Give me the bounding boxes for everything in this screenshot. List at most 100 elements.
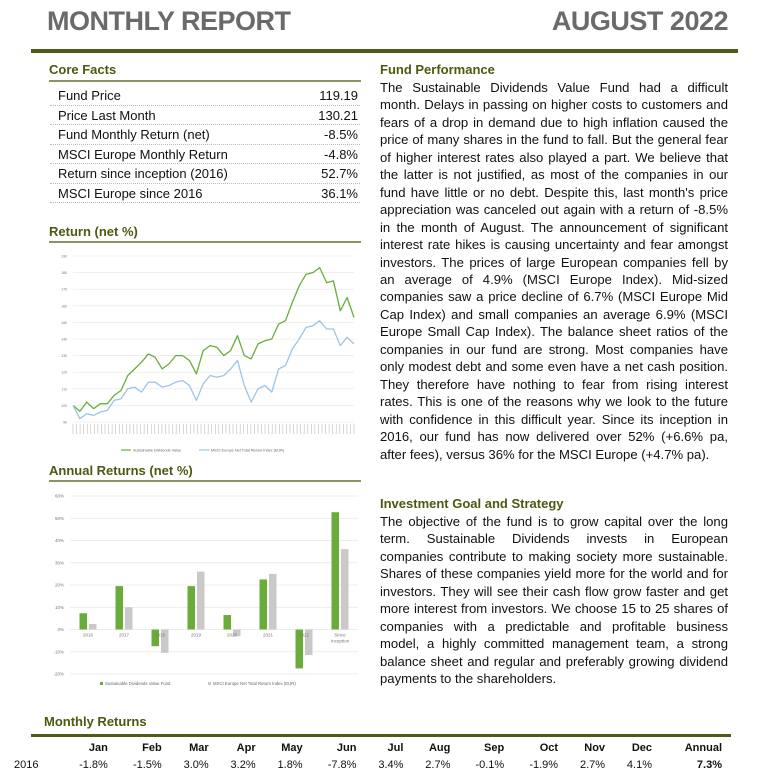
series-line [72, 266, 355, 412]
core-fact-label: Return since inception (2016) [58, 166, 228, 181]
return-heading: Return (net %) [49, 224, 138, 239]
bar [89, 623, 97, 630]
y-tick-label: 130 [61, 354, 67, 358]
column-header: Feb [142, 742, 162, 754]
column-header: Mar [189, 742, 209, 754]
bar [305, 629, 313, 656]
bar [331, 512, 339, 630]
report-period: AUGUST 2022 [551, 6, 729, 36]
core-fact-label: MSCI Europe Monthly Return [58, 146, 228, 162]
core-fact-label: MSCI Europe since 2016 [58, 185, 203, 201]
return-line-chart: 90 100 110 120 130 140 150 160 170 180 190 Sustaina… [61, 255, 355, 453]
bar [233, 629, 241, 637]
core-fact-value: -8.5% [324, 127, 358, 142]
bar [151, 629, 159, 647]
legend-swatch [100, 682, 103, 685]
y-tick-label: 150 [61, 321, 67, 325]
y-tick-label: 40% [55, 538, 64, 543]
x-tick-label: 2022 [299, 633, 310, 638]
bar [115, 586, 123, 630]
bar [223, 615, 231, 630]
core-fact-row: Return since inception (2016) 52.7% [50, 164, 360, 184]
core-fact-value: 52.7% [321, 166, 358, 181]
y-tick-label: 180 [61, 271, 67, 275]
column-header: Sep [484, 742, 505, 754]
x-tick-label: 2020 [227, 633, 238, 638]
y-tick-label: 140 [61, 338, 67, 342]
bar [161, 629, 169, 653]
core-facts-rule [49, 80, 361, 82]
table-cell: 3.2% [230, 759, 256, 771]
investment-goal-text: The objective of the fund is to grow cap… [380, 514, 728, 687]
bar [341, 549, 349, 630]
core-fact-value: 36.1% [321, 185, 358, 201]
monthly-returns-heading: Monthly Returns [44, 714, 147, 729]
table-cell: -1.9% [529, 759, 559, 771]
core-fact-row: Fund Price 119.19 [50, 86, 360, 106]
x-tick-label: Since [334, 633, 346, 638]
bar [125, 607, 133, 630]
core-facts-table: Fund Price 119.19 Price Last Month 130.21 Fu… [50, 86, 360, 203]
core-fact-value: 130.21 [318, 107, 358, 123]
column-header: Oct [539, 742, 559, 754]
core-fact-row: MSCI Europe Monthly Return -4.8% [50, 145, 360, 164]
y-tick-label: 100 [61, 404, 67, 408]
legend-swatch [208, 682, 211, 685]
legend-label: Sustainable Dividends Value [133, 449, 181, 453]
x-tick-label: 2021 [263, 633, 274, 638]
x-tick-label: 2018 [155, 633, 166, 638]
report-title: MONTHLY REPORT [47, 6, 291, 36]
y-tick-label: 120 [61, 371, 67, 375]
column-header: Jan [88, 742, 108, 754]
monthly-returns-rule [31, 734, 731, 737]
core-fact-value: -4.8% [324, 146, 358, 162]
series-line [72, 320, 355, 420]
legend-label: MSCI Europe Net Total Return Index (EUR) [213, 681, 296, 686]
core-fact-label: Fund Monthly Return (net) [58, 127, 210, 142]
core-fact-row: Price Last Month 130.21 [50, 106, 360, 125]
table-cell: 7.3% [696, 759, 722, 771]
table-cell: 2.7% [425, 759, 451, 771]
y-tick-label: 0% [57, 627, 64, 632]
core-fact-row: MSCI Europe since 2016 36.1% [50, 184, 360, 203]
column-header: Jul [387, 742, 404, 754]
table-cell: 2.7% [579, 759, 606, 771]
table-cell: 3.4% [378, 759, 404, 771]
core-fact-label: Fund Price [58, 88, 121, 103]
y-tick-label: 20% [55, 583, 64, 588]
annual-rule [49, 480, 361, 482]
y-tick-label: 110 [61, 387, 67, 391]
column-header: Annual [684, 742, 722, 754]
investment-goal-heading: Investment Goal and Strategy [380, 496, 564, 511]
column-header: Jun [336, 742, 357, 754]
bar [79, 613, 87, 630]
column-header: Apr [236, 742, 256, 754]
y-tick-label: 50% [55, 516, 64, 521]
column-header [14, 742, 54, 754]
header-rule [31, 49, 738, 53]
column-header: Nov [584, 742, 606, 754]
core-facts-heading: Core Facts [49, 62, 117, 77]
core-fact-value: 119.19 [319, 88, 358, 103]
y-tick-label: -10% [53, 649, 64, 654]
table-header-row: Jan Feb Mar Apr May Jun Jul Aug Sep Oct Nov Dec Annu… [14, 742, 722, 754]
table-row: 2016 -1.8% -1.5% 3.0% 3.2% 1.8% -7.8% 3.4% 2.7% -… [14, 754, 722, 771]
column-header: May [281, 742, 303, 754]
monthly-returns-table: Jan Feb Mar Apr May Jun Jul Aug Sep Oct Nov Dec Annu… [14, 742, 722, 771]
table-cell: 1.8% [277, 759, 303, 771]
annual-heading: Annual Returns (net %) [49, 463, 193, 478]
table-cell: -1.5% [132, 759, 162, 771]
x-tick-label: 2019 [191, 633, 202, 638]
core-fact-row: Fund Monthly Return (net) -8.5% [50, 125, 360, 145]
bar [269, 573, 277, 630]
y-tick-label: 10% [55, 605, 64, 610]
x-tick-label: 2016 [83, 633, 94, 638]
return-rule [49, 241, 361, 243]
column-header: Aug [428, 742, 451, 754]
x-tick-label: 2017 [119, 633, 130, 638]
y-tick-label: 60% [55, 494, 64, 499]
annual-bar-chart: -20% -10% 0% 10% 20% 30% 40% 50% 60% 2016 2017 2018… [53, 494, 358, 686]
bar [259, 579, 267, 630]
y-tick-label: 160 [61, 304, 67, 308]
table-cell: 3.0% [183, 759, 209, 771]
